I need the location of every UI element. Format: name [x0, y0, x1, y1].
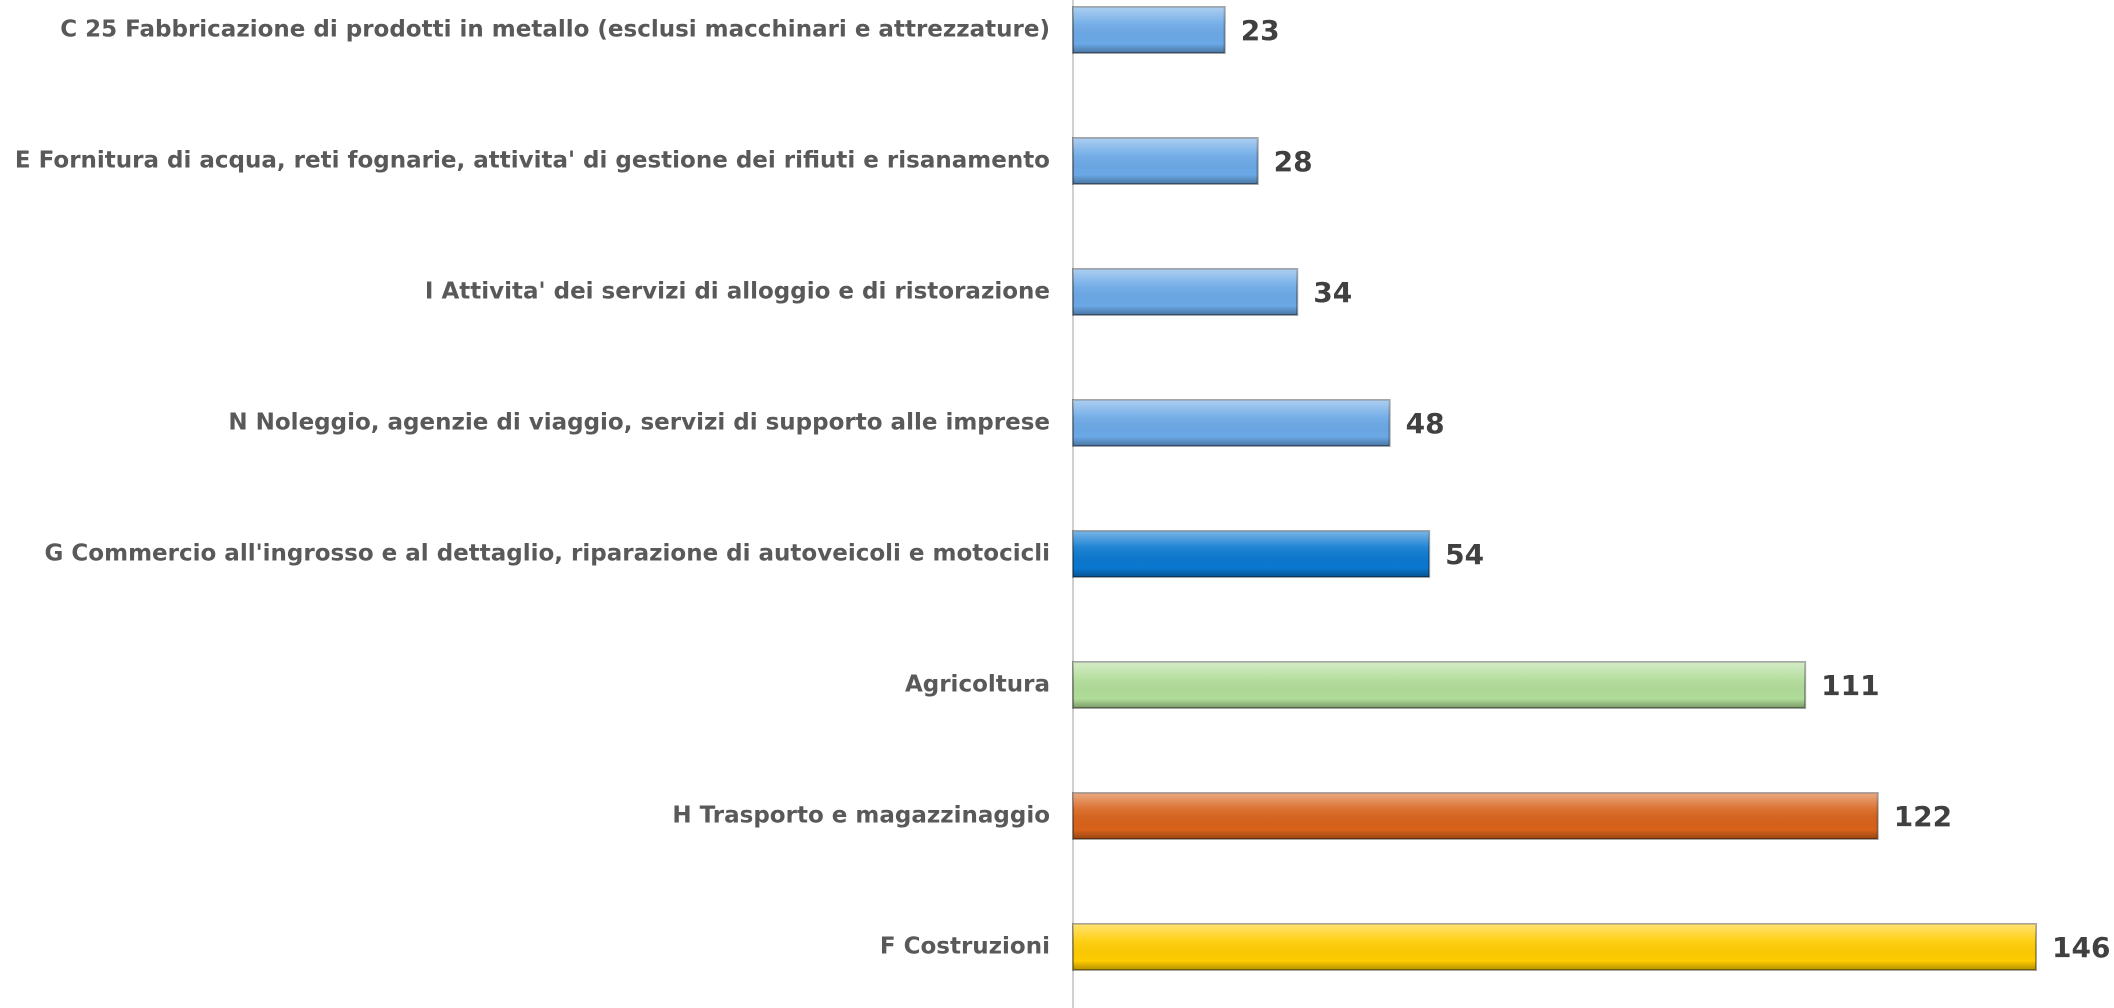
data-label: 34 — [1313, 276, 1352, 309]
category-label: G Commercio all'ingrosso e al dettaglio,… — [45, 541, 1050, 567]
bar — [1072, 792, 1879, 840]
category-label: N Noleggio, agenzie di viaggio, servizi … — [228, 410, 1050, 436]
data-label: 146 — [2052, 931, 2110, 964]
bar — [1072, 661, 1807, 709]
category-label: F Costruzioni — [880, 934, 1050, 960]
category-label: C 25 Fabbricazione di prodotti in metall… — [60, 17, 1050, 43]
data-label: 54 — [1445, 538, 1484, 571]
bar — [1072, 6, 1226, 54]
data-label: 28 — [1274, 145, 1313, 178]
category-label: I Attivita' dei servizi di alloggio e di… — [425, 279, 1050, 305]
data-label: 23 — [1241, 14, 1280, 47]
data-label: 111 — [1821, 669, 1879, 702]
category-label: E Fornitura di acqua, reti fognarie, att… — [15, 148, 1050, 174]
category-label: Agricoltura — [905, 672, 1050, 698]
bar — [1072, 399, 1391, 447]
data-label: 122 — [1894, 800, 1952, 833]
category-label: H Trasporto e magazzinaggio — [672, 803, 1050, 829]
bar — [1072, 530, 1431, 578]
bar — [1072, 923, 2037, 971]
bar — [1072, 137, 1259, 185]
data-label: 48 — [1406, 407, 1445, 440]
bar — [1072, 268, 1299, 316]
